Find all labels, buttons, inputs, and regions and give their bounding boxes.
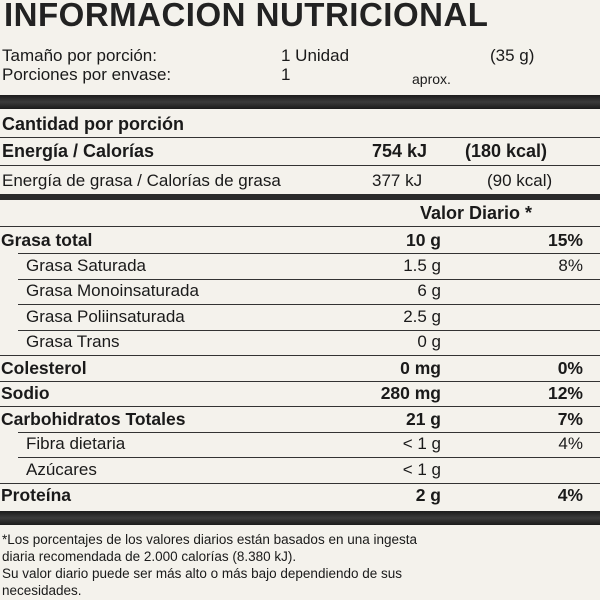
thick-divider — [0, 95, 600, 109]
nutrient-name: Grasa Poliinsaturada — [26, 306, 185, 326]
nutrient-row: Grasa total 10 g 15% — [0, 228, 600, 254]
nutrient-name: Azúcares — [26, 459, 97, 479]
nutrient-amount: 1.5 g — [403, 255, 441, 275]
servings-per-container-label: Porciones por envase: — [2, 65, 172, 84]
footnote-line: diaria recomendada de 2.000 calorías (8.… — [2, 549, 297, 564]
nutrient-row: Carbohidratos Totales 21 g 7% — [0, 407, 600, 433]
nutrient-daily-value: 4% — [557, 485, 583, 505]
nutrient-amount: 2 g — [415, 485, 441, 505]
serving-size-weight: (35 g) — [490, 46, 535, 65]
nutrient-row: Sodio 280 mg 12% — [0, 381, 600, 407]
row-divider — [18, 457, 600, 458]
serving-size-value: 1 Unidad — [281, 46, 350, 65]
nutrient-daily-value: 8% — [558, 255, 583, 275]
serving-size-label: Tamaño por porción: — [2, 46, 157, 65]
row-divider — [18, 278, 600, 280]
divider — [0, 165, 600, 166]
divider — [0, 226, 600, 227]
row-divider — [18, 253, 600, 254]
divider — [0, 137, 600, 138]
nutrient-row: Colesterol 0 mg 0% — [0, 356, 600, 382]
amount-per-serving-header: Cantidad por porción — [2, 114, 184, 134]
footnote-line: Su valor diario puede ser más alto o más… — [2, 566, 403, 581]
nutrient-daily-value: 15% — [547, 230, 583, 250]
nutrient-amount: 6 g — [417, 281, 441, 300]
nutrient-name: Grasa Monoinsaturada — [26, 281, 199, 300]
fat-energy-kcal: (90 kcal) — [487, 171, 553, 190]
row-divider — [0, 406, 600, 407]
row-divider — [0, 380, 600, 382]
nutrient-amount: 21 g — [405, 408, 441, 429]
energy-kcal: (180 kcal) — [465, 141, 548, 161]
nutrient-amount: 280 mg — [380, 383, 441, 403]
nutrient-amount: 10 g — [405, 230, 441, 250]
label-title: INFORMACION NUTRICIONAL — [4, 0, 489, 33]
nutrient-row: Grasa Trans 0 g — [0, 330, 600, 356]
nutrient-name: Sodio — [1, 383, 50, 403]
row-divider — [18, 304, 600, 305]
nutrient-amount: 2.5 g — [403, 306, 441, 326]
thick-divider — [0, 511, 600, 525]
row-divider — [18, 329, 600, 331]
nutrient-name: Fibra dietaria — [26, 434, 126, 453]
row-divider — [18, 431, 600, 433]
servings-per-container-value: 1 — [281, 65, 291, 84]
footnote-line: *Los porcentajes de los valores diarios … — [2, 532, 418, 547]
nutrient-daily-value: 0% — [557, 357, 583, 378]
mid-divider — [0, 194, 600, 200]
nutrient-name: Carbohidratos Totales — [1, 408, 186, 429]
fat-energy-label: Energía de grasa / Calorías de grasa — [2, 171, 281, 190]
nutrient-amount: < 1 g — [402, 434, 441, 453]
footnote: *Los porcentajes de los valores diarios … — [2, 531, 417, 599]
nutrient-name: Proteína — [1, 485, 72, 505]
nutrient-name: Grasa total — [1, 230, 93, 250]
nutrient-amount: 0 mg — [400, 357, 441, 378]
nutrient-name: Grasa Trans — [26, 332, 120, 351]
energy-kj: 754 kJ — [372, 141, 428, 161]
nutrient-row: Grasa Saturada 1.5 g 8% — [0, 254, 600, 280]
daily-value-header: Valor Diario * — [420, 203, 533, 223]
nutrient-name: Colesterol — [1, 357, 87, 378]
nutrient-row: Fibra dietaria < 1 g 4% — [0, 432, 600, 458]
nutrient-row: Grasa Poliinsaturada 2.5 g — [0, 305, 600, 331]
nutrient-name: Grasa Saturada — [26, 255, 147, 275]
footnote-line: necesidades. — [2, 583, 82, 598]
fat-energy-kj: 377 kJ — [372, 171, 423, 190]
row-divider — [0, 482, 600, 484]
nutrient-row: Proteína 2 g 4% — [0, 483, 600, 509]
nutrient-amount: 0 g — [417, 332, 441, 351]
nutrient-amount: < 1 g — [402, 459, 441, 479]
nutrient-row: Grasa Monoinsaturada 6 g — [0, 279, 600, 305]
nutrient-daily-value: 4% — [558, 434, 583, 453]
nutrient-row: Azúcares < 1 g — [0, 458, 600, 484]
nutrient-daily-value: 7% — [557, 408, 583, 429]
servings-per-container-note: aprox. — [412, 71, 451, 87]
row-divider — [0, 355, 600, 356]
nutrient-daily-value: 12% — [547, 383, 583, 403]
energy-label: Energía / Calorías — [2, 141, 155, 161]
